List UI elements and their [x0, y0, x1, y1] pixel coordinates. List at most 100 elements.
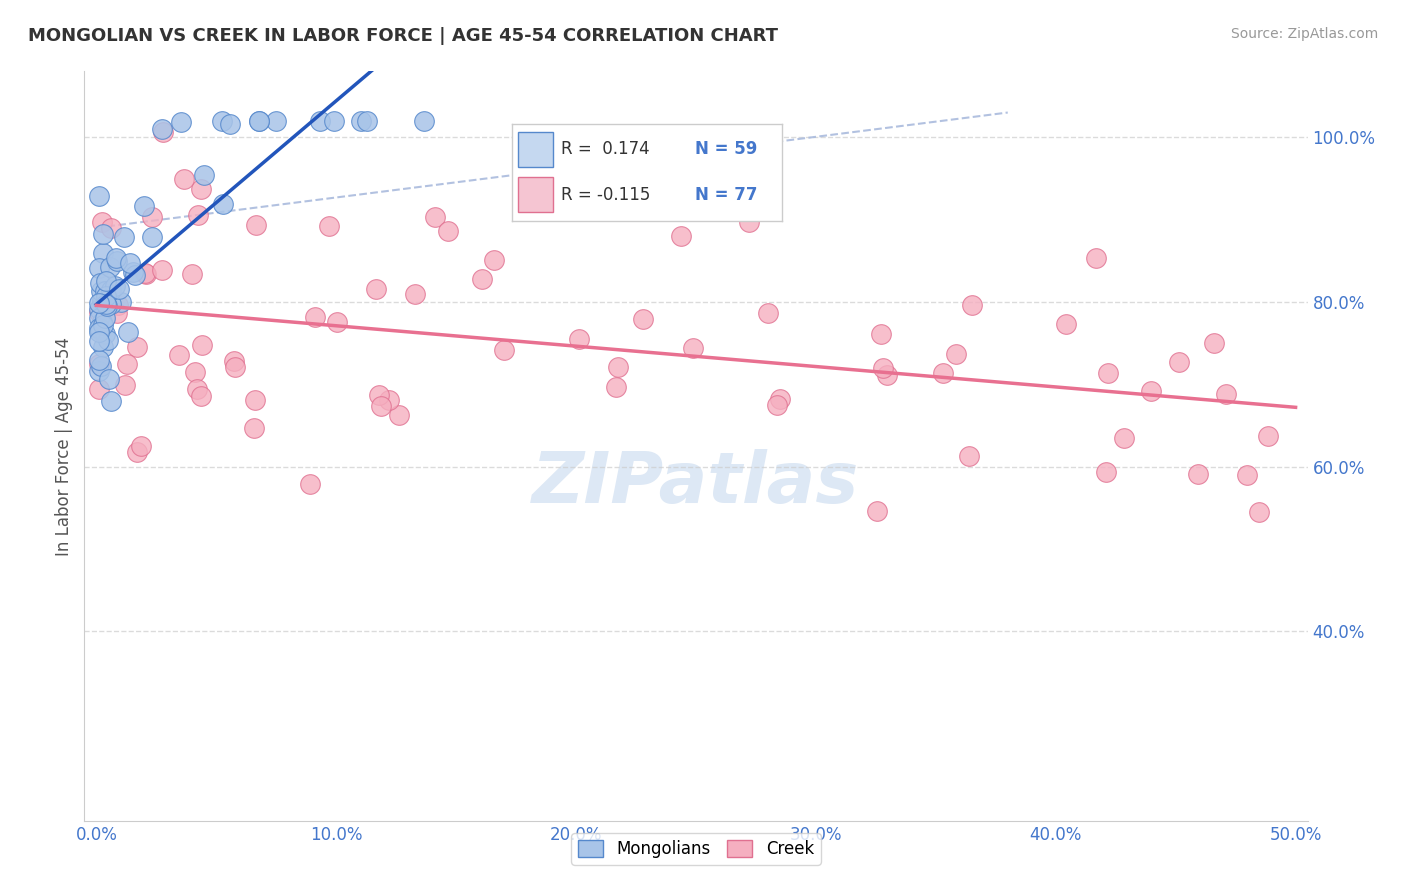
Point: [125, 444, 148, 458]
Point: [191, 338, 214, 352]
Point: [87, 310, 110, 325]
Point: [87, 334, 110, 348]
Point: [129, 439, 152, 453]
Text: Source: ZipAtlas.com: Source: ZipAtlas.com: [1230, 27, 1378, 41]
Point: [471, 272, 494, 286]
Point: [945, 347, 967, 361]
Point: [90, 293, 112, 307]
Point: [769, 392, 792, 407]
Point: [1114, 431, 1136, 445]
Point: [299, 477, 322, 491]
Point: [932, 367, 955, 381]
Point: [1084, 251, 1107, 265]
Point: [141, 210, 163, 224]
Point: [141, 230, 163, 244]
Point: [370, 399, 392, 413]
Point: [170, 115, 193, 129]
Point: [108, 282, 131, 296]
Point: [150, 122, 173, 136]
Text: MONGOLIAN VS CREEK IN LABOR FORCE | AGE 45-54 CORRELATION CHART: MONGOLIAN VS CREEK IN LABOR FORCE | AGE …: [28, 27, 778, 45]
Point: [87, 305, 110, 319]
Point: [1247, 505, 1270, 519]
Point: [322, 113, 344, 128]
Point: [91, 245, 114, 260]
Point: [765, 398, 787, 412]
Point: [152, 263, 174, 277]
Point: [100, 393, 122, 408]
Point: [104, 278, 127, 293]
Point: [318, 219, 340, 233]
Point: [94, 327, 117, 342]
Point: [167, 348, 190, 362]
Point: [118, 256, 141, 270]
Point: [105, 251, 128, 265]
Point: [173, 171, 195, 186]
Point: [105, 306, 128, 320]
Point: [89, 383, 111, 397]
Point: [247, 113, 270, 128]
Point: [243, 392, 266, 407]
Point: [682, 341, 704, 355]
Point: [124, 268, 146, 283]
Point: [404, 287, 426, 301]
Point: [484, 253, 506, 268]
Point: [870, 327, 893, 342]
Point: [91, 227, 114, 242]
Point: [87, 261, 110, 276]
Point: [90, 359, 112, 373]
Legend: Mongolians, Creek: Mongolians, Creek: [571, 833, 821, 864]
Point: [90, 285, 112, 299]
Point: [1097, 366, 1119, 380]
Point: [876, 368, 898, 382]
Point: [94, 310, 117, 325]
Point: [737, 215, 759, 229]
Point: [152, 125, 174, 139]
Point: [89, 323, 111, 337]
Point: [89, 188, 111, 202]
Point: [115, 357, 138, 371]
Point: [87, 364, 110, 378]
Point: [264, 113, 287, 128]
Point: [117, 326, 139, 340]
Point: [425, 210, 447, 224]
Point: [110, 294, 132, 309]
Point: [97, 333, 120, 347]
Point: [1215, 386, 1237, 401]
Point: [377, 393, 399, 408]
Point: [218, 117, 240, 131]
Point: [1167, 355, 1189, 369]
Point: [245, 218, 267, 232]
Point: [91, 318, 114, 332]
Point: [105, 253, 128, 268]
Point: [100, 297, 122, 311]
Point: [89, 277, 111, 291]
Point: [437, 224, 460, 238]
Point: [114, 377, 136, 392]
Point: [367, 388, 389, 402]
Point: [957, 450, 980, 464]
Point: [1054, 317, 1077, 331]
Point: [100, 283, 122, 297]
Point: [193, 168, 215, 182]
Y-axis label: In Labor Force | Age 45-54: In Labor Force | Age 45-54: [55, 336, 73, 556]
Point: [413, 113, 436, 128]
Point: [186, 382, 208, 396]
Point: [366, 282, 388, 296]
Point: [94, 297, 117, 311]
Point: [87, 296, 110, 310]
Point: [134, 267, 156, 281]
Point: [87, 326, 110, 340]
Point: [326, 315, 349, 329]
Point: [100, 221, 122, 235]
Point: [222, 353, 245, 368]
Point: [356, 113, 378, 128]
Point: [121, 265, 143, 279]
Point: [190, 389, 212, 403]
Point: [96, 288, 118, 302]
Point: [247, 113, 270, 128]
Point: [107, 298, 129, 312]
Point: [631, 311, 654, 326]
Point: [97, 372, 120, 386]
Point: [1140, 384, 1163, 398]
Point: [388, 408, 411, 422]
